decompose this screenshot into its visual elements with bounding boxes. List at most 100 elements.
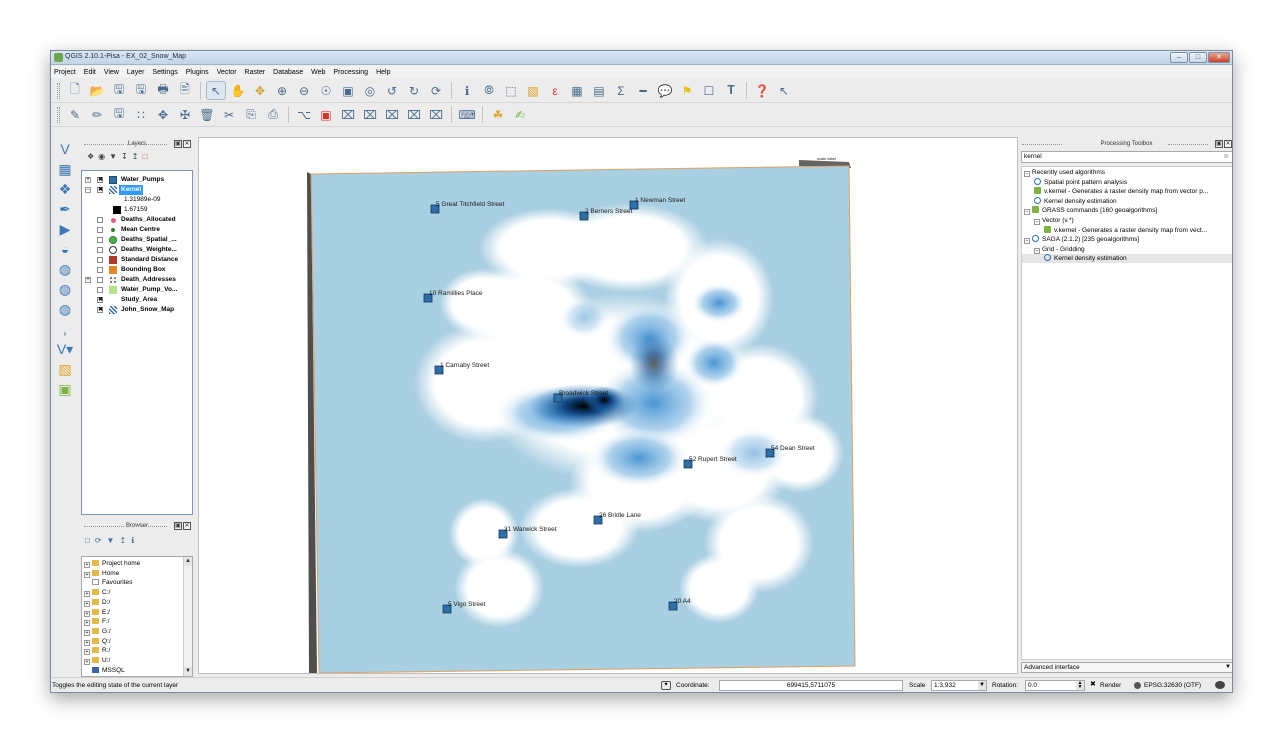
render-checkbox[interactable]: ✖ [1090, 681, 1096, 688]
identify-icon[interactable]: ℹ [464, 83, 470, 98]
water-pump-marker[interactable]: Broadwick Street [553, 390, 608, 403]
toolbox-mode-select[interactable]: Advanced interface ▼ [1021, 662, 1232, 673]
layer-visibility-checkbox[interactable]: ✖ [97, 297, 104, 303]
toolbox-algorithm[interactable]: Kernel density estimation [1022, 254, 1232, 264]
layer-visibility-checkbox[interactable] [97, 267, 103, 273]
close-button[interactable]: ✕ [1208, 52, 1230, 63]
legend-entry[interactable]: 1.67159 [82, 205, 193, 215]
water-pump-marker[interactable]: 5 Great Titchfield Street [430, 201, 504, 214]
browser-item[interactable]: + F:/ [84, 617, 110, 627]
add-delimited-text-icon[interactable]: , [63, 321, 67, 337]
collapse-icon[interactable]: − [1024, 171, 1030, 177]
scroll-down-arrow[interactable]: ▼ [184, 667, 192, 676]
menu-processing[interactable]: Processing [333, 68, 369, 76]
python-console-icon[interactable]: ☘ [492, 107, 504, 122]
deselect-icon[interactable]: ▧ [527, 83, 539, 98]
layer-visibility-checkbox[interactable] [97, 217, 103, 223]
browser-tree[interactable]: ▲ ▼ +Project home+Home+Favourites+C:/+D:… [81, 556, 193, 677]
float-panel-button[interactable]: ▣ [174, 522, 182, 530]
water-pump-marker[interactable]: 52 Rupert Street [683, 456, 737, 469]
whats-this-icon[interactable]: ↖ [778, 83, 790, 98]
collapse-all-icon[interactable]: ↥ [131, 152, 139, 161]
add-wcs-layer-icon[interactable]: ◍ [58, 280, 72, 297]
expand-icon[interactable]: + [84, 620, 90, 627]
node-tool-icon[interactable]: ✠ [179, 107, 191, 122]
layer-item[interactable]: Deaths_Spatial_... [82, 235, 193, 245]
add-wfs-layer-icon[interactable]: ◍ [58, 300, 72, 317]
browser-item[interactable]: + Home [84, 569, 119, 579]
properties-icon[interactable]: ℹ [131, 536, 135, 545]
layers-tree[interactable]: + ✖ Water_Pumps − ✖ Kernel 1.31989e-09 1.67159 D… [81, 170, 193, 515]
plugin-icon[interactable]: ✍ [514, 107, 526, 122]
browser-item[interactable]: + Project home [84, 559, 140, 569]
csw-icon[interactable]: ⌨ [458, 107, 476, 122]
add-selected-icon[interactable]: □ [85, 536, 90, 545]
maximize-button[interactable]: □ [1189, 52, 1207, 63]
new-print-composer-icon[interactable]: 🖶 [157, 82, 169, 96]
menu-web[interactable]: Web [311, 68, 326, 76]
field-calculator-icon[interactable]: ▤ [593, 83, 605, 98]
toolbar-grip[interactable] [57, 106, 60, 123]
zoom-out-icon[interactable]: ⊖ [298, 83, 310, 98]
save-as-icon[interactable]: 🖫 [135, 82, 147, 96]
layer-item[interactable]: Bounding Box [82, 265, 193, 275]
browser-item[interactable]: + Q:/ [84, 637, 111, 647]
menu-database[interactable]: Database [273, 68, 304, 76]
filter-icon[interactable]: ▼ [106, 536, 115, 545]
label-props-icon[interactable]: ⌧ [429, 107, 443, 122]
cut-features-icon[interactable]: ✂ [223, 107, 235, 122]
menu-layer[interactable]: Layer [126, 68, 145, 76]
zoom-to-selection-icon[interactable]: ▣ [342, 83, 354, 98]
remove-layer-icon[interactable]: □ [142, 152, 148, 161]
show-bookmarks-icon[interactable]: ☐ [703, 83, 715, 98]
collapse-icon[interactable]: ↥ [119, 536, 127, 545]
water-pump-marker[interactable]: 31 Warwick Street [498, 526, 557, 539]
menu-settings[interactable]: Settings [152, 68, 178, 76]
layer-visibility-checkbox[interactable] [97, 237, 103, 243]
add-oracle-layer-icon[interactable]: ◒ [60, 241, 70, 257]
zoom-to-layer-icon[interactable]: ◎ [364, 83, 376, 98]
water-pump-marker[interactable]: 2 Berners Street [579, 208, 633, 221]
composer-manager-icon[interactable]: 🖹 [180, 82, 190, 96]
browser-item[interactable]: + U:/ [84, 656, 110, 666]
layer-item[interactable]: Water_Pump_Vo... [82, 285, 193, 295]
toolbox-algorithm[interactable]: v.kernel - Generates a raster density ma… [1044, 225, 1207, 235]
collapse-icon[interactable]: − [1034, 219, 1040, 225]
measure-icon[interactable]: ⦾ [484, 83, 494, 97]
layer-visibility-checkbox[interactable] [97, 287, 103, 293]
browser-item[interactable]: + C:/ [84, 588, 110, 598]
browser-scrollbar[interactable]: ▲ ▼ [183, 557, 192, 676]
expand-icon[interactable]: + [85, 277, 91, 283]
water-pump-marker[interactable]: 5 Vigo Street [442, 601, 486, 614]
pan-icon[interactable]: ✋ [230, 83, 246, 98]
layer-visibility-checkbox[interactable]: ✖ [97, 187, 104, 193]
layer-item[interactable]: Standard Distance [82, 255, 193, 265]
toolbox-group[interactable]: − Vector (v.*) [1034, 216, 1074, 225]
layer-visibility-checkbox[interactable]: ✖ [97, 177, 104, 183]
clear-search-icon[interactable]: ⊘ [1223, 153, 1229, 160]
layer-visibility-checkbox[interactable] [97, 247, 103, 253]
refresh-icon[interactable]: ⟳ [94, 536, 102, 545]
add-wms-layer-icon[interactable]: ◍ [58, 260, 72, 277]
crs-status[interactable]: EPSG:32630 (OTF) [1144, 682, 1202, 689]
add-feature-icon[interactable]: ∷ [137, 107, 145, 122]
map-tips-icon[interactable]: 💬 [657, 83, 673, 98]
add-raster-layer-icon[interactable]: ▦ [58, 160, 72, 177]
expand-icon[interactable]: + [84, 649, 90, 656]
show-hide-labels-icon[interactable]: ⌧ [341, 107, 355, 122]
add-spatialite-layer-icon[interactable]: ✒ [59, 200, 71, 217]
messages-icon[interactable] [1215, 681, 1225, 689]
new-shapefile-icon[interactable]: V▾ [56, 340, 74, 357]
copy-features-icon[interactable]: ⎘ [246, 107, 256, 121]
layer-item[interactable]: Deaths_Allocated [82, 215, 193, 225]
toggle-editing-icon[interactable]: ✏ [91, 107, 103, 122]
label-icon[interactable]: ⌥ [297, 107, 311, 122]
toolbox-group[interactable]: − Grid - Gridding [1034, 245, 1085, 254]
expand-all-icon[interactable]: ↧ [121, 152, 128, 161]
new-project-icon[interactable]: 🗋 [70, 82, 80, 96]
browser-item[interactable]: + D:/ [84, 598, 110, 608]
toolbox-algorithm[interactable]: Kernel density estimation [1034, 196, 1117, 206]
menu-project[interactable]: Project [54, 68, 76, 76]
close-panel-button[interactable]: ✕ [183, 140, 191, 148]
toolbox-algorithm[interactable]: v.kernel - Generates a raster density ma… [1034, 187, 1208, 196]
